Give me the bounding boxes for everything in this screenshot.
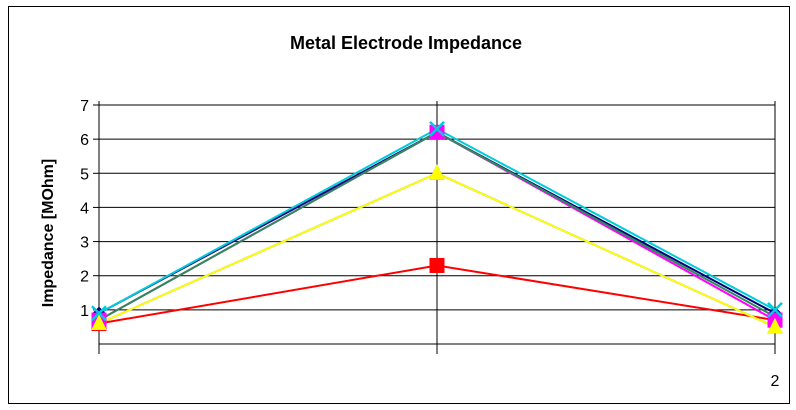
series-6-point-2 <box>767 301 783 318</box>
marker-layer <box>91 121 783 334</box>
x-tick-label: 2 <box>771 373 780 390</box>
tick-labels: 1 2 3 4 5 6 7 2 <box>80 98 779 390</box>
series-5-point-1 <box>429 164 445 180</box>
series-3-point-1 <box>429 124 445 140</box>
series-1-point-1 <box>429 257 445 273</box>
y-tick-label: 4 <box>80 200 89 217</box>
series-5-point-0 <box>91 314 107 331</box>
y-tick-label: 2 <box>80 269 89 286</box>
series-6-point-1 <box>429 121 445 137</box>
y-tick-label: 6 <box>80 132 89 149</box>
series-6-point-0 <box>91 305 107 322</box>
chart-title: Metal Electrode Impedance <box>290 33 522 53</box>
y-tick-label: 3 <box>80 235 89 252</box>
y-tick-label: 1 <box>80 303 89 320</box>
y-tick-label: 7 <box>80 98 89 115</box>
y-axis-label: Impedance [MOhm] <box>40 159 57 307</box>
series-5-point-2 <box>767 317 783 334</box>
y-tick-label: 5 <box>80 166 89 183</box>
chart-frame: Metal Electrode Impedance Impedance [MOh… <box>8 6 790 404</box>
chart-svg: Metal Electrode Impedance Impedance [MOh… <box>40 33 783 390</box>
